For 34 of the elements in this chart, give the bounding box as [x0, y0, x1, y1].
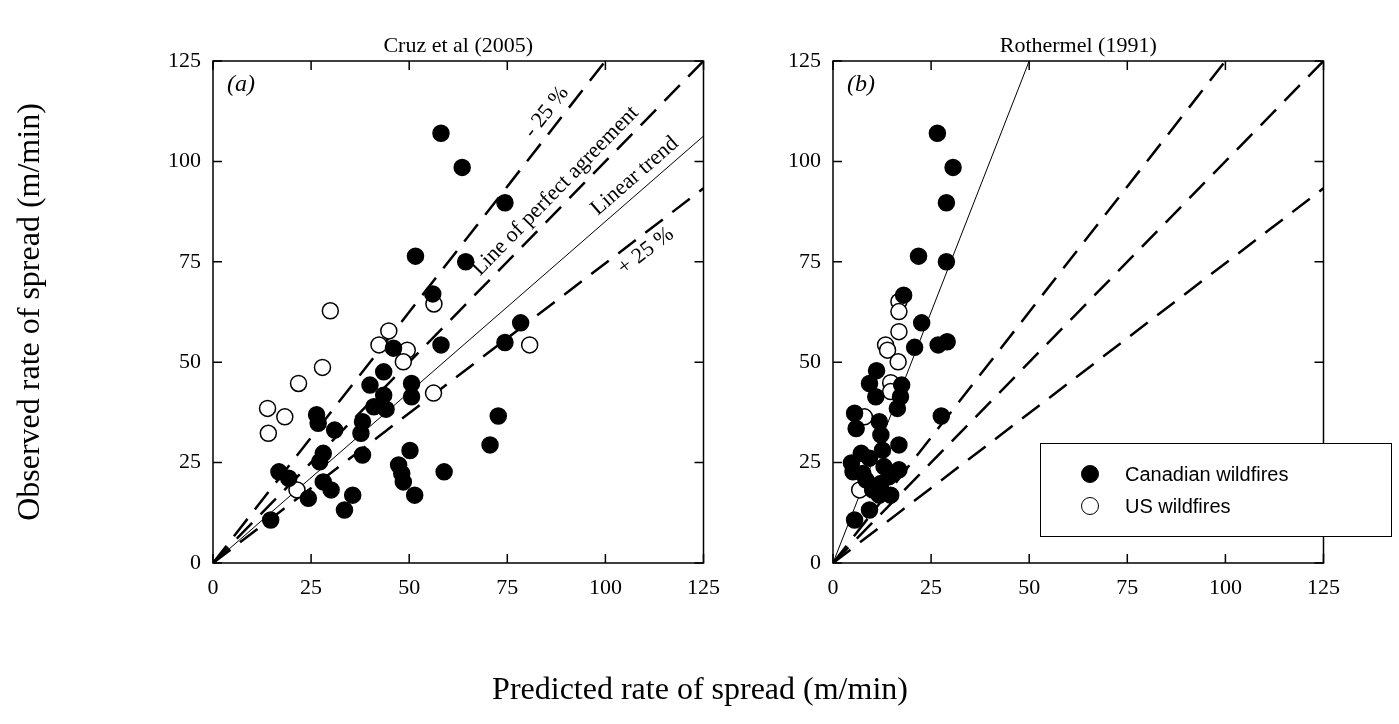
y-tick-label: 25 — [179, 448, 201, 474]
x-tick-label: 100 — [588, 573, 622, 599]
x-axis-title: Predicted rate of spread (m/min) — [492, 669, 908, 707]
annotation: (b) — [847, 70, 875, 97]
legend-label: US wildfires — [1125, 494, 1231, 518]
y-tick-label: 0 — [810, 548, 821, 574]
annotation: (a) — [227, 70, 255, 97]
x-tick-label: 125 — [687, 573, 720, 599]
y-tick-label: 25 — [799, 448, 821, 474]
legend-label: Canadian wildfires — [1125, 462, 1289, 486]
x-tick-label: 25 — [300, 573, 323, 599]
y-tick-label: 50 — [799, 347, 821, 373]
y-tick-label: 125 — [168, 46, 201, 72]
chart-title: Rothermel (1991) — [999, 31, 1157, 57]
x-tick-label: 75 — [496, 573, 519, 599]
y-tick-label: 75 — [179, 247, 201, 273]
x-tick-label: 0 — [207, 573, 219, 599]
x-tick-label: 75 — [1116, 573, 1139, 599]
y-tick-label: 100 — [788, 147, 821, 173]
x-tick-label: 0 — [827, 573, 839, 599]
y-tick-label: 100 — [168, 147, 201, 173]
y-tick-label: 0 — [190, 548, 201, 574]
x-tick-label: 25 — [920, 573, 943, 599]
y-tick-label: 125 — [788, 46, 821, 72]
y-tick-label: 75 — [799, 247, 821, 273]
x-tick-label: 125 — [1307, 573, 1340, 599]
y-axis-title: Observed rate of spread (m/min) — [9, 103, 47, 521]
x-tick-label: 50 — [398, 573, 421, 599]
annotation: + 25 % — [611, 220, 678, 280]
chart-title: Cruz et al (2005) — [383, 31, 534, 57]
x-tick-label: 50 — [1018, 573, 1041, 599]
y-tick-label: 50 — [179, 347, 201, 373]
annotation: - 25 % — [517, 80, 574, 142]
x-tick-label: 100 — [1208, 573, 1242, 599]
